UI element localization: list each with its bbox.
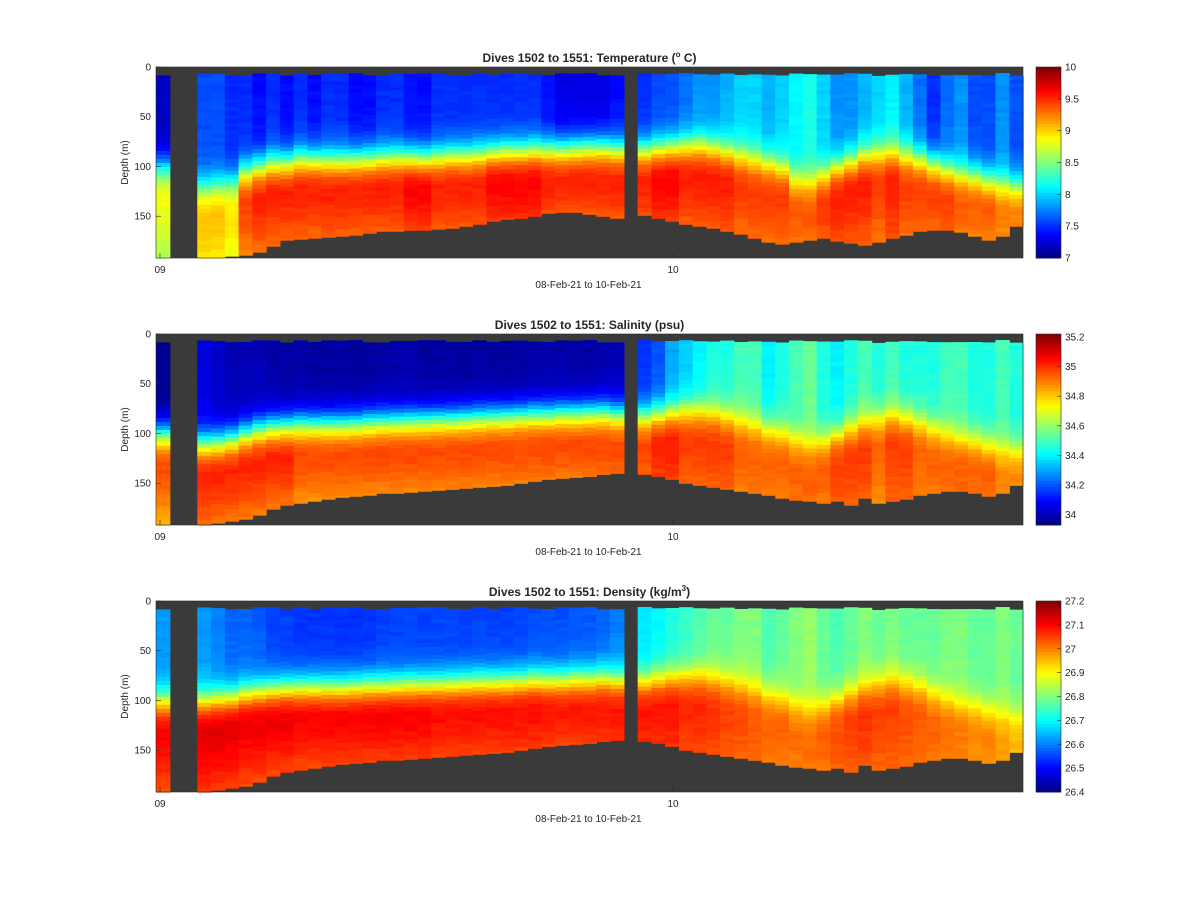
colorbar-tick-label: 8 [1065,190,1071,201]
colorbar-tick-label: 7.5 [1065,222,1079,233]
y-tick-label: 50 [140,112,152,123]
colorbar-tick-label: 35 [1065,362,1077,373]
colorbar-tick-label: 34 [1065,510,1077,521]
colorbar-tick-label: 27.1 [1065,620,1085,631]
colorbar-tick-label: 34.4 [1065,451,1085,462]
colorbar-tick-label: 26.6 [1065,740,1085,751]
colorbar-tick-label: 10 [1065,63,1077,74]
chart-title: Dives 1502 to 1551: Density (kg/m3) [489,584,690,599]
y-tick-label: 150 [134,746,151,757]
x-axis-label: 08-Feb-21 to 10-Feb-21 [535,814,642,825]
x-axis-label: 08-Feb-21 to 10-Feb-21 [535,547,642,558]
colorbar-tick-label: 34.2 [1065,481,1085,492]
colorbar-tick-label: 26.8 [1065,692,1085,703]
colorbar: 35.2 35 34.8 34.6 34.4 34.2 34 [1036,332,1085,525]
chart-title: Dives 1502 to 1551: Salinity (psu) [495,318,684,332]
y-tick-label: 0 [145,330,151,341]
y-tick-label: 150 [134,479,151,490]
chart-panel-salinity: Dives 1502 to 1551: Salinity (psu)050100… [120,318,1085,558]
y-tick-label: 100 [134,696,151,707]
x-tick-label: 10 [667,532,679,543]
colorbar-tick-label: 34.6 [1065,421,1085,432]
colorbar: 10 9.5 9 8.5 8 7.5 7 [1036,63,1079,265]
y-axis-label: Depth (m) [120,407,131,451]
colorbar-tick-label: 8.5 [1065,158,1079,169]
chart-panel-temperature: Dives 1502 to 1551: Temperature (o C) 0 50… [120,50,1079,291]
colorbar-tick-label: 9 [1065,126,1071,137]
chart-panel-density: Dives 1502 to 1551: Density (kg/m3) 0 50 10… [120,584,1085,825]
colorbar-tick-label: 35.2 [1065,332,1085,343]
x-axis-label: 08-Feb-21 to 10-Feb-21 [535,280,642,291]
x-tick-label: 10 [667,799,679,810]
colorbar-tick-label: 27 [1065,644,1077,655]
colorbar-tick-label: 9.5 [1065,94,1079,105]
y-tick-label: 100 [134,429,151,440]
chart-title: Dives 1502 to 1551: Temperature (o C) [482,50,696,65]
colorbar-tick-label: 7 [1065,254,1071,265]
colorbar-tick-label: 34.8 [1065,392,1085,403]
colorbar: 27.2 27.1 27 26.9 26.8 26.7 26.6 26.5 26.4 [1036,597,1085,799]
colorbar-tick-label: 26.9 [1065,668,1085,679]
y-tick-label: 0 [145,63,151,74]
x-tick-label: 09 [154,799,166,810]
y-tick-label: 150 [134,212,151,223]
y-tick-label: 100 [134,162,151,173]
y-tick-label: 0 [145,597,151,608]
colorbar-tick-label: 27.2 [1065,597,1085,608]
colorbar-tick-label: 26.7 [1065,716,1085,727]
y-axis-label: Depth (m) [120,140,131,184]
x-tick-label: 09 [154,265,166,276]
y-tick-label: 50 [140,379,152,390]
x-tick-label: 09 [154,532,166,543]
y-tick-label: 50 [140,646,152,657]
colorbar-tick-label: 26.5 [1065,764,1085,775]
x-tick-label: 10 [667,265,679,276]
y-axis-label: Depth (m) [120,674,131,718]
colorbar-tick-label: 26.4 [1065,788,1085,799]
